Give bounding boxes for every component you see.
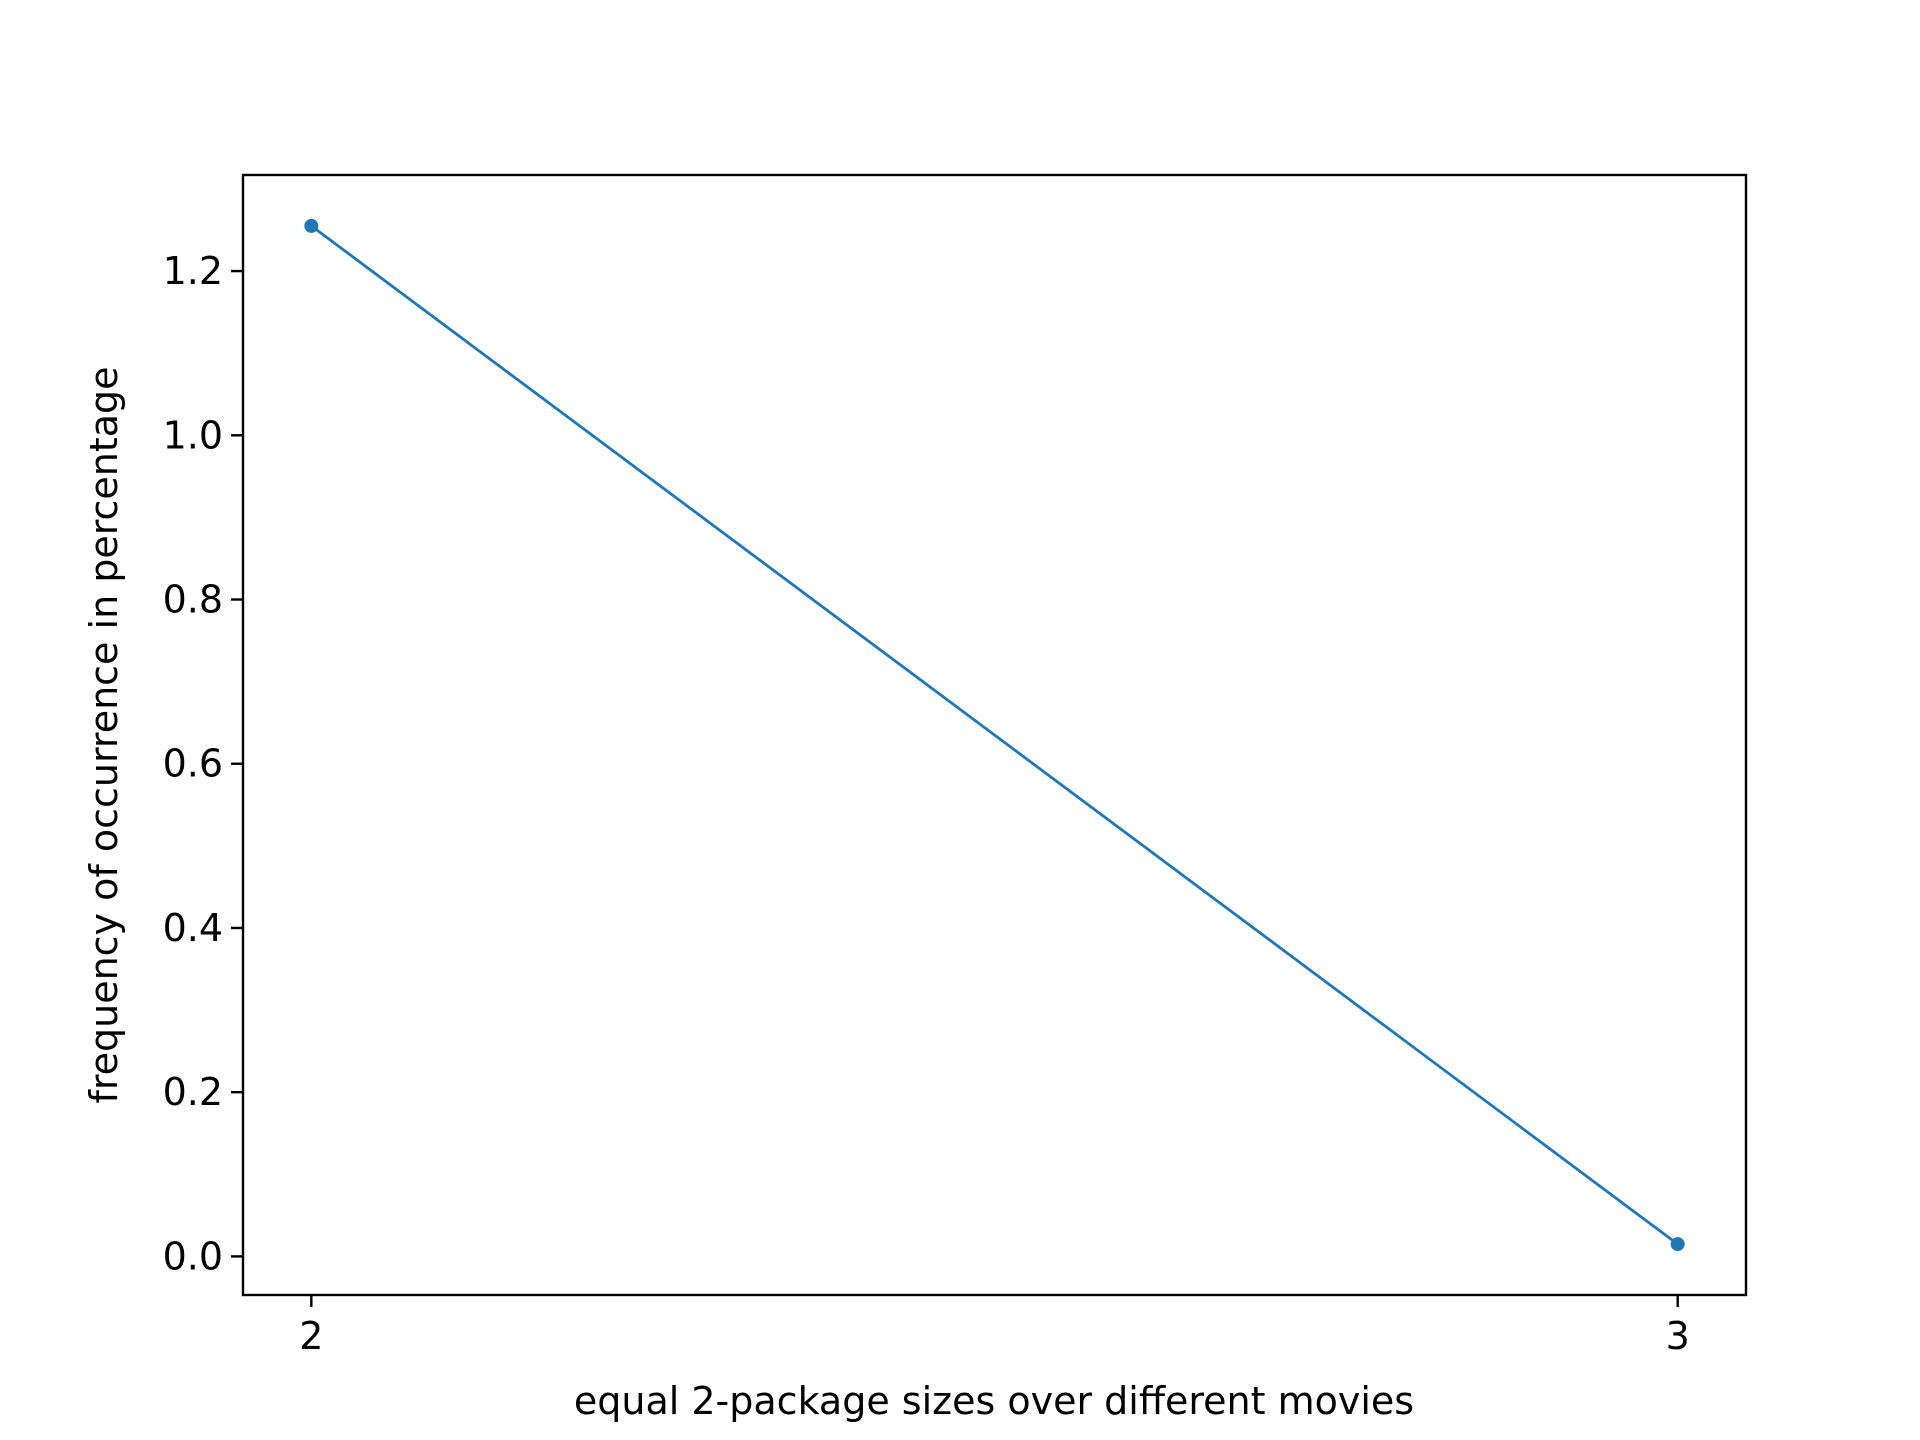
y-tick-label: 1.0: [163, 413, 223, 457]
y-tick-label: 0.4: [163, 906, 223, 950]
y-axis: 0.0 0.2 0.4 0.6 0.8 1.0 1.2: [163, 249, 243, 1278]
plot-frame: [241, 173, 1748, 1297]
y-tick-label: 1.2: [163, 249, 223, 293]
series-layer: [304, 218, 1685, 1252]
plot-area: [241, 173, 1748, 1297]
x-tick-label: 3: [1666, 1314, 1690, 1358]
y-axis-label: frequency of occurrence in percentage: [82, 366, 126, 1103]
x-tick-label: 2: [299, 1314, 323, 1358]
x-axis-label: equal 2-package sizes over different mov…: [574, 1379, 1414, 1423]
series-line: [310, 224, 1679, 1246]
y-tick-label: 0.0: [163, 1234, 223, 1278]
y-tick-label: 0.6: [163, 742, 223, 786]
data-point: [1670, 1237, 1685, 1252]
y-tick-label: 0.2: [163, 1070, 223, 1114]
y-tick-label: 0.8: [163, 578, 223, 622]
data-point: [304, 218, 319, 233]
